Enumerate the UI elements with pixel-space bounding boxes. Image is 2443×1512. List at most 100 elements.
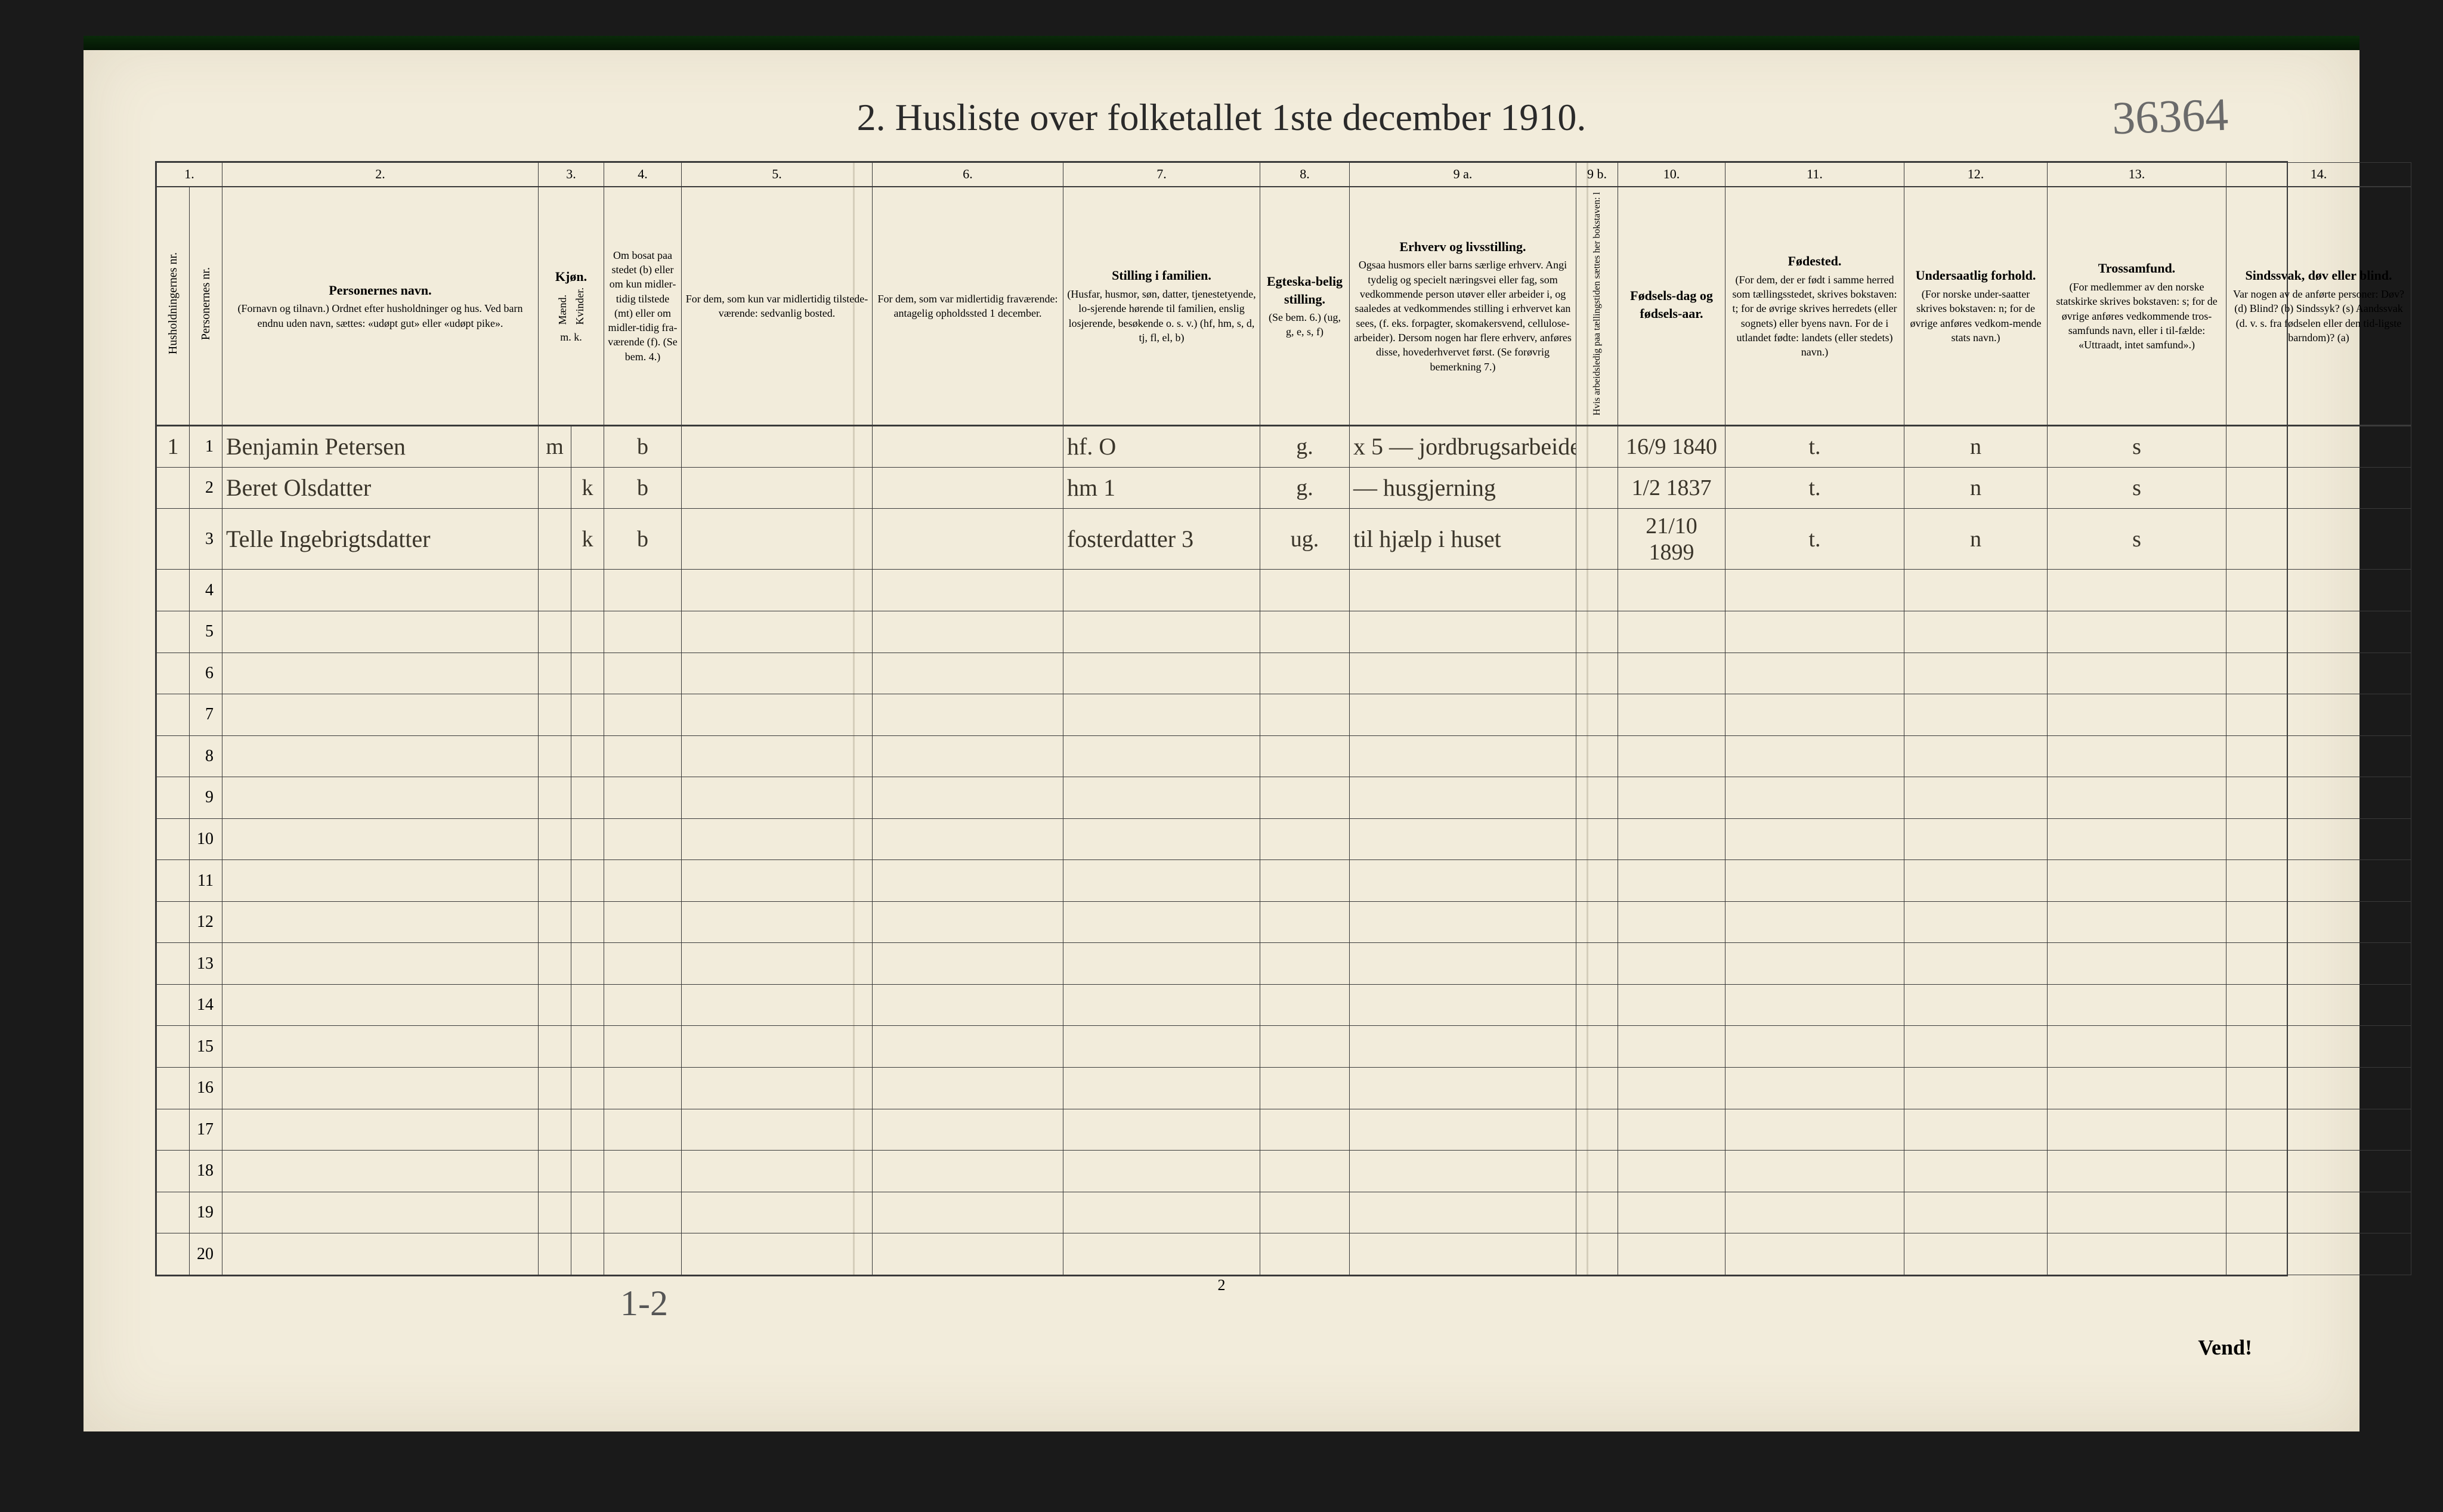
cell [1260,653,1350,694]
cell [682,1151,873,1192]
col9a-title: Erhverv og livsstilling. [1353,238,1572,256]
cell [222,901,539,943]
col14-title: Sindssvak, døv eller blind. [2230,267,2407,285]
cell [1904,860,2048,902]
cell [873,860,1063,902]
col13-title: Trossamfund. [2051,259,2222,277]
table-row: 9 [157,777,2411,819]
cell [571,1026,604,1068]
cell [682,735,873,777]
cell: hf. O [1063,426,1260,468]
cell [682,860,873,902]
col1-person: Personernes nr. [190,187,222,426]
cell [222,1192,539,1233]
cell: 11 [190,860,222,902]
table-row: 4 [157,570,2411,611]
cell [1904,611,2048,653]
cell [1725,735,1904,777]
cell [2048,1067,2226,1109]
cell [539,1067,571,1109]
cell [1576,426,1618,468]
cell [1063,611,1260,653]
cell [604,653,682,694]
cell: 5 [190,611,222,653]
cell [682,943,873,985]
cell [1260,1151,1350,1192]
cell [157,694,190,736]
cell [2226,509,2411,570]
column-number: 11. [1725,163,1904,187]
cell: 17 [190,1109,222,1151]
cell [1618,1109,1725,1151]
col13-body: (For medlemmer av den norske statskirke … [2051,280,2222,352]
cell [2226,467,2411,509]
cell [604,777,682,819]
cell [1063,1151,1260,1192]
col10-birth: Fødsels-dag og fødsels-aar. [1618,187,1725,426]
cell: 6 [190,653,222,694]
cell [1618,777,1725,819]
cell [2226,984,2411,1026]
census-table-wrap: 1.2.3.4.5.6.7.8.9 a.9 b.10.11.12.13.14. … [155,161,2288,1276]
cell [1576,860,1618,902]
cell [1260,1026,1350,1068]
cell [539,901,571,943]
cell [222,653,539,694]
cell: b [604,467,682,509]
cell [682,901,873,943]
cell [1063,1026,1260,1068]
table-row: 12 [157,901,2411,943]
cell [682,1233,873,1275]
cell [539,509,571,570]
cell [1576,509,1618,570]
cell [1063,818,1260,860]
col11-body: (For dem, der er født i samme herred som… [1729,273,1900,360]
cell [539,1026,571,1068]
col2-body: (Fornavn og tilnavn.) Ordnet efter husho… [226,301,534,330]
column-header-row: Husholdningernes nr. Personernes nr. Per… [157,187,2411,426]
col9b: Hvis arbeidsledig paa tællingstiden sætt… [1576,187,1618,426]
cell [604,1026,682,1068]
cell: 8 [190,735,222,777]
cell [157,611,190,653]
cell [1725,1026,1904,1068]
cell [1350,860,1576,902]
cell [539,694,571,736]
cell: hm 1 [1063,467,1260,509]
cell [682,984,873,1026]
cell [1350,1109,1576,1151]
cell [571,984,604,1026]
cell [1618,1192,1725,1233]
cell [1063,694,1260,736]
cell [539,777,571,819]
cell [873,509,1063,570]
cell [1576,611,1618,653]
column-number: 2. [222,163,539,187]
cell [157,570,190,611]
cell [1576,943,1618,985]
cell [1350,735,1576,777]
cell: g. [1260,467,1350,509]
cell [222,1233,539,1275]
cell: x 5 — jordbrugsarbeider [1350,426,1576,468]
cell: n [1904,426,2048,468]
cell [539,818,571,860]
col11-birthplace: Fødested. (For dem, der er født i samme … [1725,187,1904,426]
cell [1618,570,1725,611]
page-number-bottom: 2 [1218,1276,1226,1294]
cell [571,943,604,985]
cell [873,653,1063,694]
table-row: 6 [157,653,2411,694]
vend-label: Vend! [2198,1335,2252,1360]
col3-male: Mænd. [555,295,570,325]
cell [1063,860,1260,902]
cell [1350,611,1576,653]
cell [1904,1026,2048,1068]
cell [571,901,604,943]
cell [1904,1067,2048,1109]
cell: m [539,426,571,468]
cell: n [1904,509,2048,570]
cell [1576,467,1618,509]
cell [873,818,1063,860]
cell: t. [1725,426,1904,468]
